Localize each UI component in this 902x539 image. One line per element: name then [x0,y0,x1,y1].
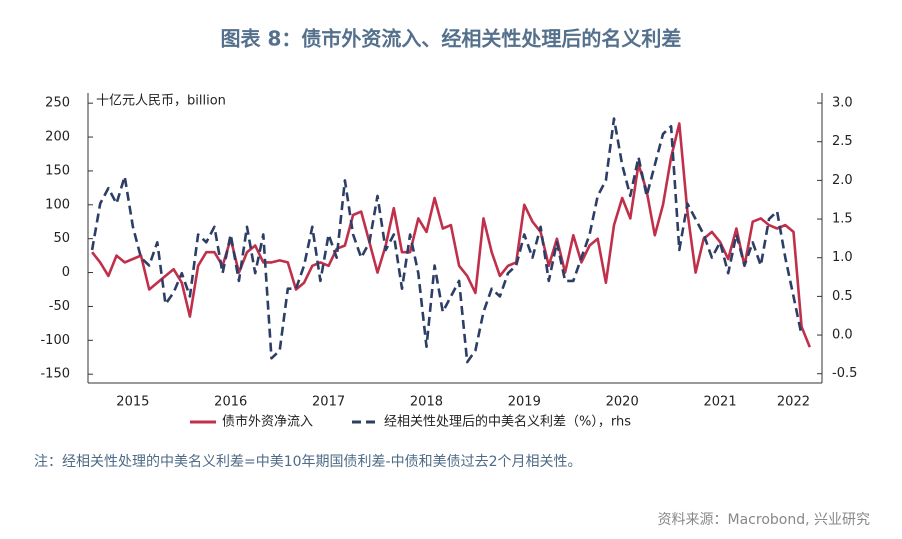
y2-tick-label: 0.0 [832,328,853,343]
x-tick-label: 2018 [410,395,443,410]
source: 资料来源：Macrobond, 兴业研究 [658,512,870,528]
y-tick-label: 100 [45,197,70,212]
y2-tick-label: 0.5 [832,289,853,304]
series-line [91,122,812,348]
note: 注：经相关性处理的中美名义利差=中美10年期国债利差-中债和美债过去2个月相关性… [34,454,582,470]
x-tick-label: 2017 [312,395,345,410]
y-tick-label: 0 [62,265,70,280]
x-tick-label: 2015 [116,395,149,410]
x-tick-label: 2020 [606,395,639,410]
y-tick-label: 150 [45,163,70,178]
y-tick-label: 50 [53,231,70,246]
legend-label: 债市外资净流入 [222,414,313,430]
y2-tick-label: 3.0 [832,96,853,111]
y-tick-label: -50 [49,299,70,314]
x-tick-label: 2019 [508,395,541,410]
y-tick-label: -150 [40,367,70,382]
x-tick-label: 2021 [704,395,737,410]
y2-tick-label: 1.0 [832,250,853,265]
y2-tick-label: -0.5 [832,366,857,381]
chart-title: 图表 8：债市外资流入、经相关性处理后的名义利差 [221,27,682,51]
y-tick-label: 200 [45,130,70,145]
y-tick-label: 250 [45,96,70,111]
legend-label: 经相关性处理后的中美名义利差（%），rhs [384,414,631,430]
y2-tick-label: 2.0 [832,173,853,188]
x-tick-label: 2022 [777,395,810,410]
y2-tick-label: 2.5 [832,134,853,149]
y2-tick-label: 1.5 [832,212,853,227]
series-line [90,117,803,364]
y-axis-label: 十亿元人民币，billion [96,94,226,109]
y-tick-label: -100 [40,333,70,348]
x-tick-label: 2016 [214,395,247,410]
